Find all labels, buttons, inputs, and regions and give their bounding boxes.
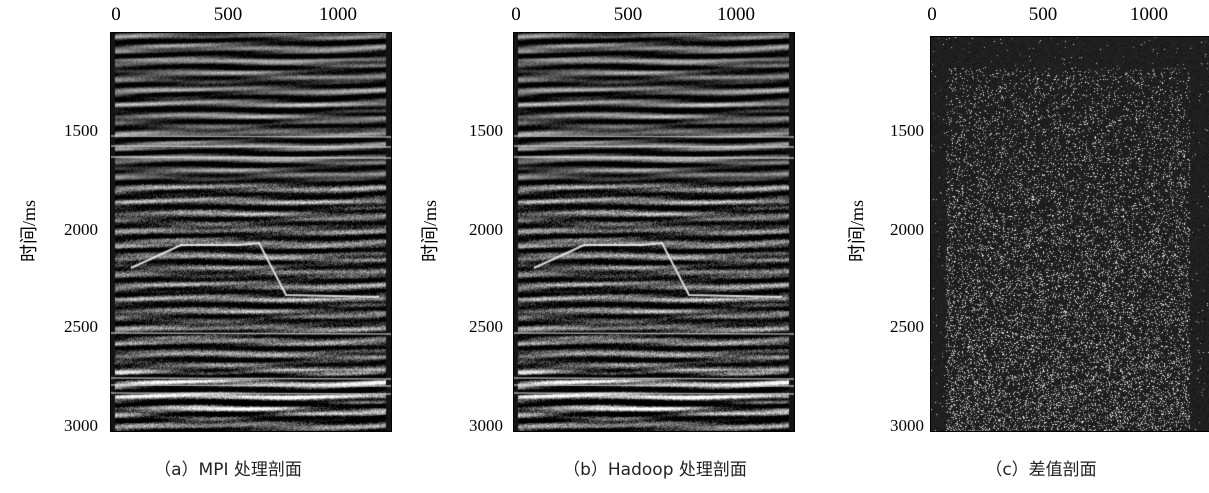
panel-caption: （a）MPI 处理剖面 — [154, 460, 302, 480]
seismic-section-canvas — [514, 33, 794, 431]
seismic-section-image — [513, 32, 795, 432]
y-tick-label: 1500 — [890, 121, 924, 140]
y-tick-label: 2000 — [890, 220, 924, 239]
x-tick-label: 500 — [613, 4, 643, 25]
x-tick-label: 0 — [927, 4, 937, 25]
y-tick-label: 2500 — [890, 317, 924, 336]
y-tick-label: 1500 — [469, 121, 503, 140]
x-tick-label: 1000 — [319, 4, 357, 25]
difference-section-canvas — [931, 37, 1209, 431]
panel-c: 0 500 1000 时间/ms 1500 2000 2500 3000 （c）… — [806, 0, 1209, 493]
y-tick-label: 3000 — [890, 416, 924, 435]
panel-caption: （b）Hadoop 处理剖面 — [563, 460, 747, 480]
y-tick-label: 2500 — [469, 317, 503, 336]
y-tick-label: 1500 — [64, 121, 98, 140]
difference-section-image — [930, 36, 1209, 432]
seismic-section-canvas — [111, 33, 391, 431]
y-tick-label: 2000 — [469, 220, 503, 239]
x-tick-label: 1000 — [1130, 4, 1168, 25]
y-tick-label: 2500 — [64, 317, 98, 336]
panel-a: 0 500 1000 时间/ms 1500 2000 2500 3000 （a）… — [0, 0, 403, 493]
x-tick-label: 500 — [213, 4, 243, 25]
panel-b: 0 500 1000 时间/ms 1500 2000 2500 3000 （b）… — [403, 0, 806, 493]
x-tick-label: 1000 — [717, 4, 755, 25]
y-tick-label: 3000 — [469, 416, 503, 435]
y-tick-label: 2000 — [64, 220, 98, 239]
panel-caption: （c）差值剖面 — [985, 460, 1097, 480]
x-tick-label: 500 — [1028, 4, 1058, 25]
y-axis-label: 时间/ms — [420, 200, 440, 263]
y-tick-label: 3000 — [64, 416, 98, 435]
x-tick-label: 0 — [111, 4, 121, 25]
x-tick-label: 0 — [511, 4, 521, 25]
seismic-section-image — [110, 32, 392, 432]
